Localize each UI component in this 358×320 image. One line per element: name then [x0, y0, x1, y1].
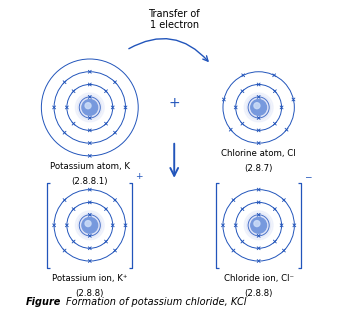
Circle shape	[85, 220, 91, 227]
Text: +: +	[168, 96, 180, 110]
Circle shape	[251, 100, 267, 115]
Text: −: −	[304, 172, 311, 181]
Text: Potassium ion, K⁺: Potassium ion, K⁺	[52, 274, 127, 283]
Circle shape	[244, 93, 273, 122]
Circle shape	[82, 100, 98, 115]
Circle shape	[80, 97, 100, 117]
Text: Chloride ion, Cl⁻: Chloride ion, Cl⁻	[224, 274, 294, 283]
FancyArrowPatch shape	[129, 39, 208, 61]
Text: (2.8.8): (2.8.8)	[76, 289, 104, 298]
Circle shape	[75, 211, 104, 240]
Circle shape	[251, 217, 267, 233]
Text: +: +	[135, 172, 142, 181]
Circle shape	[248, 215, 269, 236]
Circle shape	[248, 97, 269, 117]
Circle shape	[82, 217, 98, 233]
Text: (2.8.8.1): (2.8.8.1)	[72, 177, 108, 186]
Text: (2.8.7): (2.8.7)	[245, 164, 273, 173]
Circle shape	[254, 103, 260, 109]
Text: Formation of potassium chloride, KCl: Formation of potassium chloride, KCl	[66, 297, 246, 307]
Circle shape	[85, 103, 91, 109]
Text: Figure: Figure	[26, 297, 62, 307]
Text: Potassium atom, K: Potassium atom, K	[50, 162, 130, 171]
Text: Transfer of
1 electron: Transfer of 1 electron	[149, 9, 200, 30]
Circle shape	[80, 215, 100, 236]
Circle shape	[254, 220, 260, 227]
Circle shape	[246, 95, 271, 120]
Circle shape	[75, 93, 104, 122]
Text: (2.8.8): (2.8.8)	[245, 289, 273, 298]
Circle shape	[77, 95, 102, 120]
Circle shape	[244, 211, 273, 240]
Text: Chlorine atom, Cl: Chlorine atom, Cl	[221, 149, 296, 158]
Circle shape	[77, 213, 102, 238]
Circle shape	[246, 213, 271, 238]
